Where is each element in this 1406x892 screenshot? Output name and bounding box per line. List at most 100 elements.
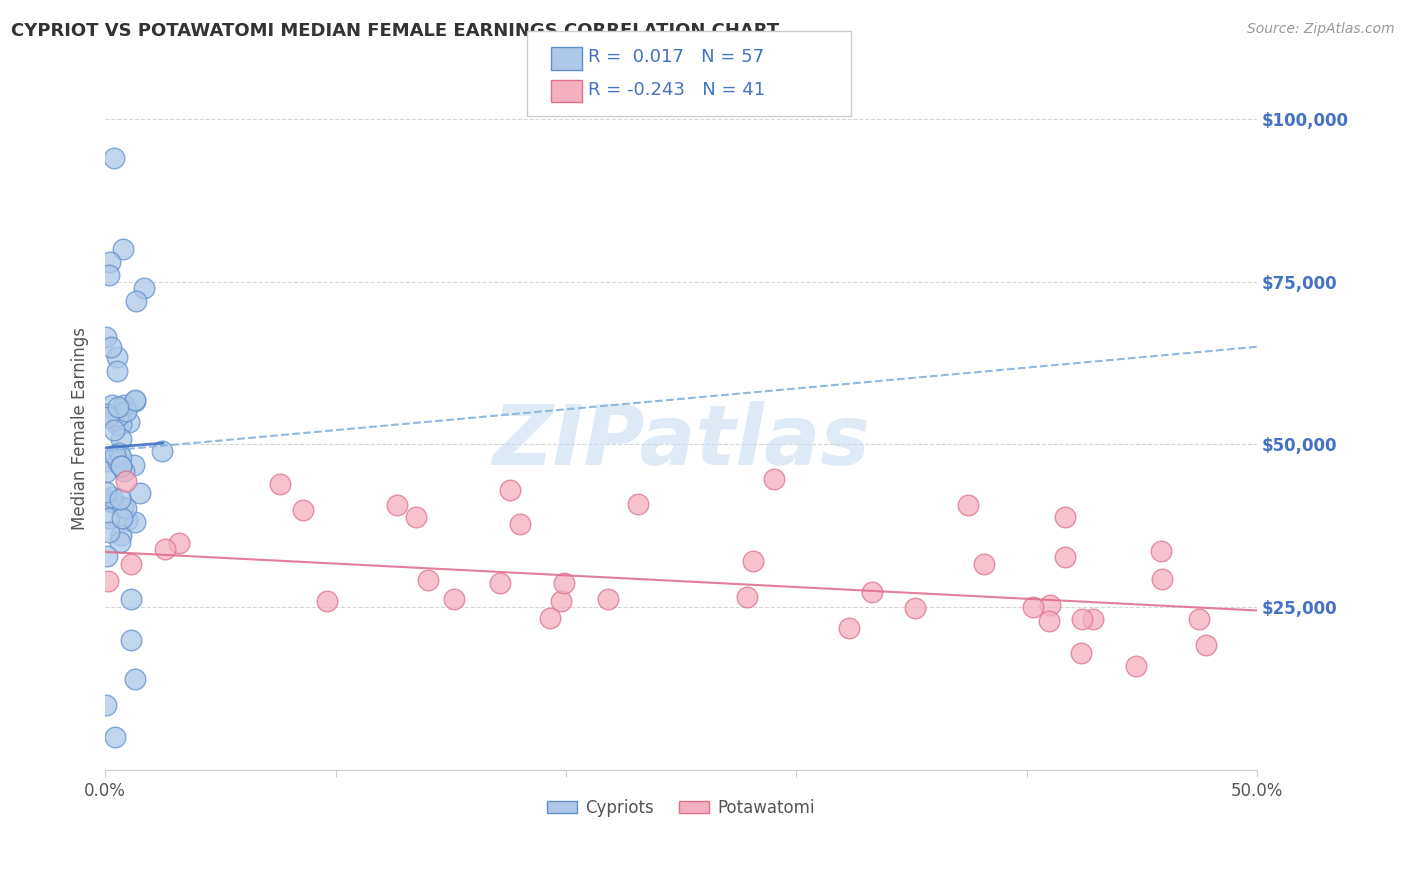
Point (120, 592, 142, 607)
Point (110, 432, 132, 446)
Point (103, 423, 125, 437)
Point (107, 417, 129, 432)
Point (117, 513, 139, 527)
Point (103, 151, 125, 165)
Point (1152, 572, 1174, 586)
Point (973, 557, 995, 571)
Point (105, 350, 128, 364)
Point (1038, 614, 1060, 628)
Point (118, 415, 141, 429)
Point (96, 549, 118, 563)
Point (110, 459, 132, 474)
Point (100, 398, 122, 412)
Text: CYPRIOT VS POTAWATOMI MEDIAN FEMALE EARNINGS CORRELATION CHART: CYPRIOT VS POTAWATOMI MEDIAN FEMALE EARN… (11, 22, 779, 40)
Point (128, 486, 150, 500)
Point (1039, 598, 1062, 612)
Point (110, 417, 132, 431)
Point (115, 403, 138, 417)
Point (735, 591, 758, 605)
Point (1188, 612, 1211, 626)
Point (107, 400, 129, 414)
Legend: Cypriots, Potawatomi: Cypriots, Potawatomi (540, 792, 821, 823)
Point (132, 281, 155, 295)
Point (121, 558, 143, 572)
Point (956, 498, 979, 512)
Point (110, 450, 132, 464)
Point (105, 364, 128, 378)
Point (509, 517, 531, 532)
Point (150, 444, 173, 458)
Point (100, 493, 122, 508)
Point (269, 476, 291, 491)
Point (97, 574, 120, 588)
Point (1195, 638, 1218, 652)
Text: R = -0.243   N = 41: R = -0.243 N = 41 (588, 81, 765, 99)
Point (1081, 612, 1104, 626)
Point (904, 600, 927, 615)
Point (124, 516, 146, 530)
Point (110, 528, 132, 542)
Point (96, 698, 118, 712)
Point (598, 591, 620, 606)
Point (96, 485, 118, 500)
Point (94, 465, 117, 479)
Point (94, 330, 117, 344)
Point (443, 591, 465, 606)
Point (108, 535, 131, 549)
Point (153, 541, 176, 556)
Point (110, 407, 132, 421)
Text: R =  0.017   N = 57: R = 0.017 N = 57 (588, 48, 763, 66)
Point (107, 455, 129, 469)
Point (860, 585, 883, 599)
Point (110, 458, 132, 473)
Point (104, 448, 127, 462)
Point (107, 409, 129, 424)
Point (553, 576, 575, 591)
Point (114, 464, 136, 478)
Point (742, 554, 765, 568)
Point (108, 446, 131, 460)
Point (315, 594, 337, 608)
Point (112, 398, 135, 412)
Point (98, 511, 121, 525)
Point (97, 410, 120, 425)
Point (96, 407, 118, 421)
Point (122, 458, 145, 473)
Point (98, 268, 121, 282)
Point (1150, 544, 1173, 558)
Point (1070, 647, 1092, 661)
Point (499, 483, 522, 497)
Point (115, 500, 138, 515)
Point (124, 394, 146, 409)
Point (762, 471, 785, 485)
Point (1125, 658, 1147, 673)
Text: ZIPatlas: ZIPatlas (492, 401, 870, 483)
Point (100, 495, 122, 509)
Point (112, 500, 135, 514)
Text: Source: ZipAtlas.com: Source: ZipAtlas.com (1247, 22, 1395, 37)
Point (627, 497, 650, 511)
Point (104, 731, 127, 745)
Point (538, 611, 561, 625)
Point (125, 294, 148, 309)
Point (112, 242, 135, 256)
Point (111, 511, 134, 525)
Point (385, 498, 408, 512)
Y-axis label: Median Female Earnings: Median Female Earnings (72, 326, 89, 530)
Point (108, 491, 131, 506)
Point (167, 536, 190, 550)
Point (97, 454, 120, 468)
Point (292, 502, 315, 516)
Point (114, 474, 136, 488)
Point (550, 594, 572, 608)
Point (98, 255, 121, 269)
Point (97, 524, 120, 539)
Point (1071, 612, 1094, 626)
Point (1054, 549, 1077, 564)
Point (124, 392, 146, 407)
Point (1022, 599, 1045, 614)
Point (416, 573, 439, 587)
Point (405, 509, 427, 524)
Point (120, 632, 142, 647)
Point (838, 621, 860, 635)
